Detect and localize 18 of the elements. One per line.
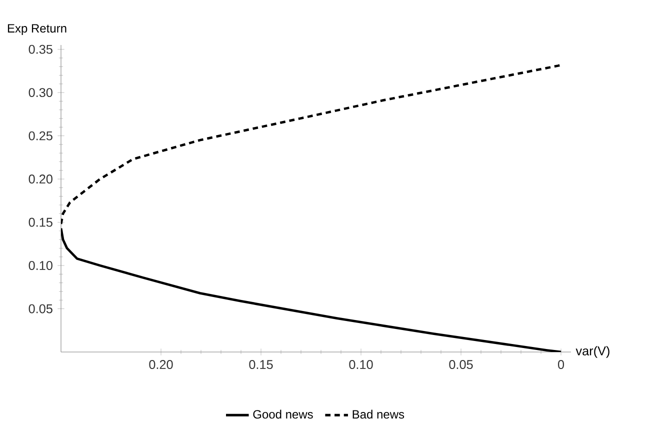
line-series bbox=[60, 227, 562, 352]
y-axis-title: Exp Return bbox=[8, 24, 66, 35]
y-tick-label: 0.15 bbox=[28, 218, 52, 227]
y-tick-label: 0.20 bbox=[28, 174, 52, 184]
x-tick-label: 0.15 bbox=[249, 360, 273, 370]
y-tick-label: 0.35 bbox=[28, 44, 52, 54]
x-axis-title: var(V) bbox=[576, 346, 610, 358]
y-tick-label: 0.05 bbox=[28, 304, 52, 314]
x-tick-label: 0.10 bbox=[349, 360, 373, 370]
y-tick-label: 0.10 bbox=[28, 261, 52, 270]
x-tick-label: 0.20 bbox=[149, 360, 173, 370]
line-series bbox=[60, 64, 562, 226]
legend-label: Bad news bbox=[352, 410, 404, 419]
y-tick-label: 0.25 bbox=[28, 131, 52, 140]
y-tick-label: 0.30 bbox=[28, 88, 52, 98]
x-tick-label: 0.05 bbox=[449, 360, 473, 370]
x-tick-label: 0 bbox=[558, 360, 564, 370]
legend-label: Good news bbox=[253, 410, 313, 419]
